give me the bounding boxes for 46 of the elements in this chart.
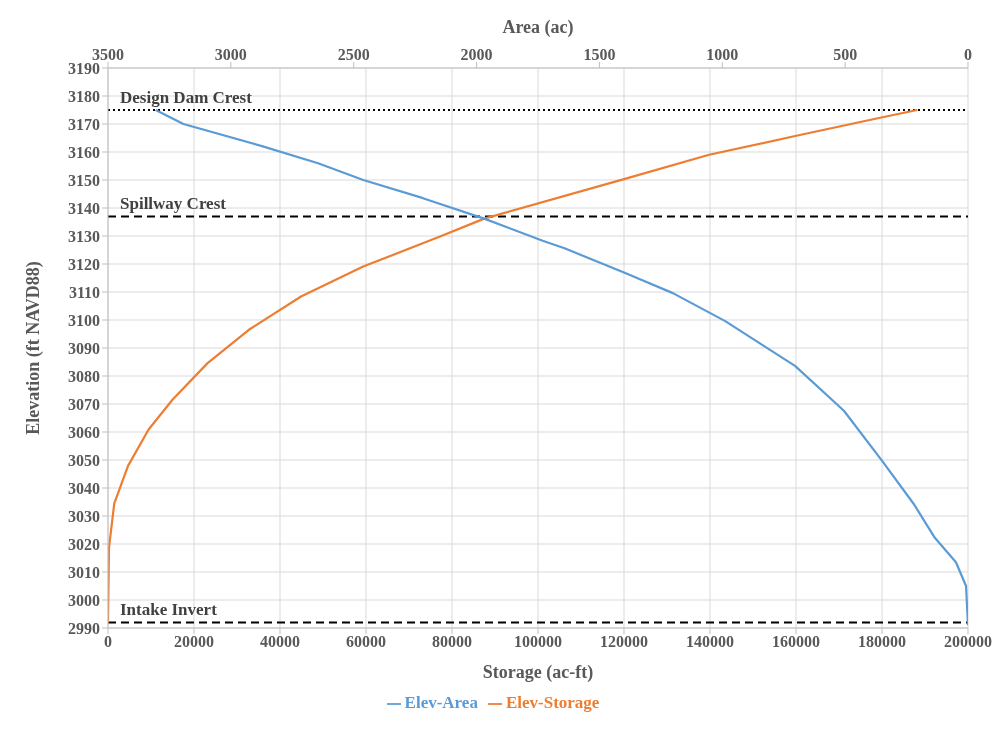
- x-tick-label: 200000: [944, 633, 992, 651]
- y-tick-label: 3000: [68, 591, 100, 609]
- legend-label: Elev-Area: [404, 693, 478, 712]
- x-tick-label: 60000: [346, 633, 386, 651]
- ref-line-label: Intake Invert: [120, 600, 218, 620]
- y-tick-label: 3040: [68, 479, 100, 497]
- y-tick-label: 3170: [68, 115, 100, 133]
- y-tick-label: 3140: [68, 199, 100, 217]
- x-tick-label: 100000: [514, 633, 562, 651]
- y-tick-label: 3180: [68, 87, 100, 105]
- x-tick-label: 140000: [686, 633, 734, 651]
- x2-tick-label: 500: [833, 46, 858, 63]
- x-tick-label: 0: [104, 633, 112, 651]
- y-tick-label: 3160: [68, 143, 100, 161]
- y-tick-label: 3090: [68, 339, 100, 357]
- y-tick-label: 3030: [68, 507, 100, 525]
- y-tick-label: 3080: [68, 367, 100, 385]
- x2-tick-label: 2500: [337, 46, 370, 63]
- y-tick-label: 3130: [68, 227, 100, 245]
- y-tick-label: 3070: [68, 395, 100, 413]
- y-tick-label: 3050: [68, 451, 100, 469]
- y-tick-label: 3010: [68, 563, 100, 581]
- x-tick-label: 80000: [432, 633, 472, 651]
- x-tick-label: 40000: [260, 633, 300, 651]
- y-tick-label: 3150: [68, 171, 100, 189]
- x-tick-label: 160000: [772, 633, 820, 651]
- y-tick-label: 3120: [68, 255, 100, 273]
- legend-label: Elev-Storage: [505, 693, 600, 712]
- ref-line-label: Design Dam Crest: [120, 88, 253, 107]
- y-axis-title: Elevation (ft NAVD88): [23, 261, 45, 435]
- x2-tick-label: 2000: [460, 46, 493, 63]
- ref-line-label: Spillway Crest: [120, 194, 227, 214]
- x2-tick-label: 0: [964, 46, 972, 63]
- y-tick-label: 3110: [68, 283, 100, 301]
- y-tick-label: 3020: [68, 535, 100, 553]
- x-tick-label: 20000: [174, 633, 214, 651]
- x2-tick-label: 1500: [583, 46, 616, 63]
- x2-tick-label: 3000: [214, 46, 247, 63]
- x-tick-label: 120000: [600, 633, 648, 651]
- x2-axis-title: Area (ac): [502, 16, 574, 38]
- y-tick-label: 2990: [68, 619, 100, 637]
- y-tick-label: 3100: [68, 311, 100, 329]
- x-axis-title: Storage (ac-ft): [482, 662, 594, 683]
- x2-tick-label: 1000: [706, 46, 739, 63]
- y-tick-label: 3060: [68, 423, 100, 441]
- x-tick-label: 180000: [858, 633, 906, 651]
